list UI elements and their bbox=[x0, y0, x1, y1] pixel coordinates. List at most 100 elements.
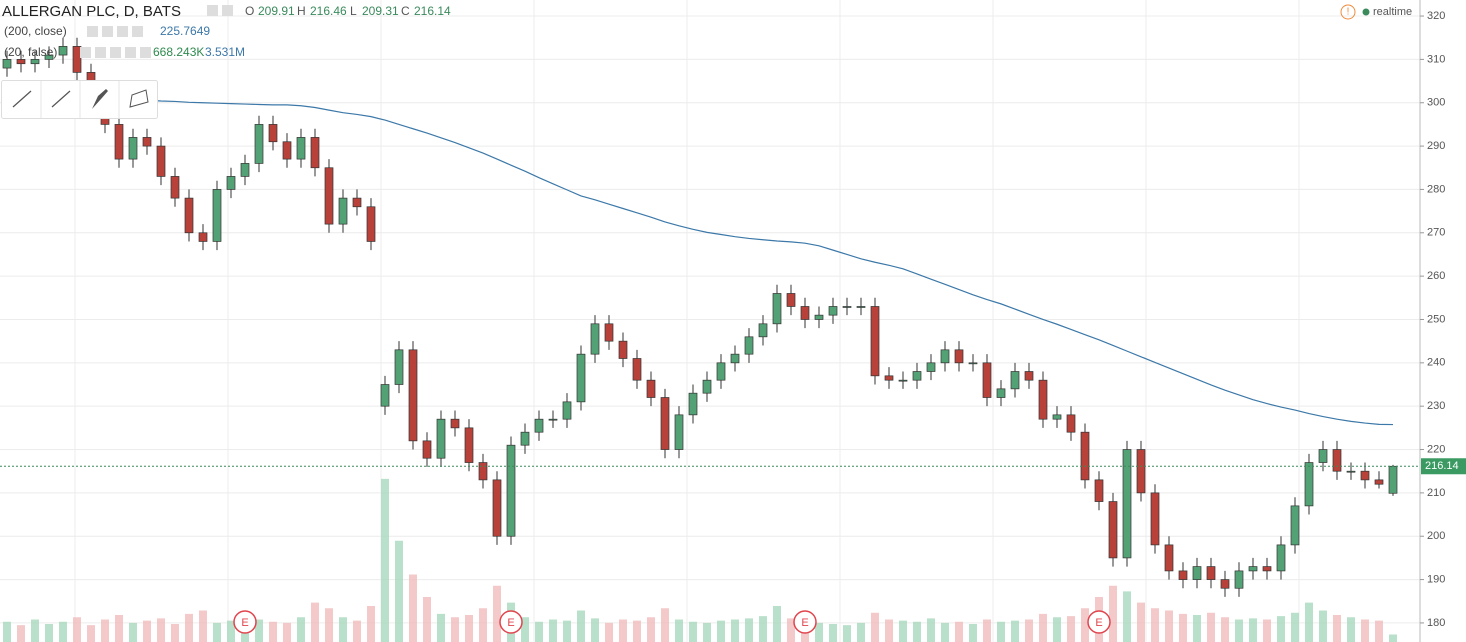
earnings-marker bbox=[1087, 610, 1111, 634]
volume-bar bbox=[199, 610, 207, 642]
icon[interactable] bbox=[222, 5, 233, 16]
price-axis: 180 190 200 210 220 230 240 250 260 270 280 290 300 3… bbox=[1420, 10, 1466, 629]
candle-body bbox=[492, 479, 502, 537]
volume-bar bbox=[185, 613, 193, 642]
icon[interactable] bbox=[80, 47, 91, 58]
volume-bar bbox=[871, 612, 879, 642]
candle-body bbox=[1234, 570, 1244, 589]
volume-bar bbox=[1235, 619, 1243, 642]
candle-body bbox=[324, 167, 334, 225]
candle-body bbox=[1360, 470, 1370, 481]
ray-tool[interactable] bbox=[51, 90, 71, 108]
volume-bar bbox=[1039, 613, 1047, 642]
volume-bar bbox=[1137, 602, 1145, 642]
y-tick-label: 200 bbox=[1427, 530, 1445, 542]
candle-body bbox=[128, 137, 138, 160]
candle-body bbox=[380, 384, 390, 407]
shape-tool[interactable] bbox=[129, 89, 149, 108]
volume-ma-value: 3.531M bbox=[205, 45, 245, 59]
volume-bar bbox=[255, 619, 263, 642]
candle-body bbox=[436, 418, 446, 459]
candle-body bbox=[114, 124, 124, 160]
candle-body bbox=[310, 137, 320, 169]
grid bbox=[0, 0, 1420, 642]
ohlc-value: 216.46 bbox=[310, 4, 347, 18]
volume-bar bbox=[3, 621, 11, 642]
y-tick-label: 300 bbox=[1427, 97, 1445, 109]
candle-body bbox=[1388, 465, 1398, 494]
icon[interactable] bbox=[140, 47, 151, 58]
icon[interactable] bbox=[132, 26, 143, 37]
candle-body bbox=[590, 323, 600, 355]
volume-bar bbox=[73, 617, 81, 642]
volume-bar bbox=[409, 574, 417, 642]
volume-bar bbox=[899, 620, 907, 642]
realtime-label: realtime bbox=[1373, 6, 1412, 18]
candle-body bbox=[394, 349, 404, 385]
candle-body bbox=[1276, 544, 1286, 572]
candle-body bbox=[450, 418, 460, 429]
ohlc-letter: C bbox=[401, 4, 410, 18]
candle-body bbox=[520, 431, 530, 446]
candle-body bbox=[366, 206, 376, 242]
candle-body bbox=[240, 163, 250, 177]
volume-bar bbox=[661, 608, 669, 642]
earnings-label: E bbox=[801, 617, 808, 629]
volume-bar bbox=[101, 619, 109, 642]
ma-label: (200, close) bbox=[4, 24, 67, 38]
icon[interactable] bbox=[125, 47, 136, 58]
icon[interactable] bbox=[102, 26, 113, 37]
y-tick-label: 250 bbox=[1427, 313, 1445, 325]
candle-body bbox=[1332, 449, 1342, 472]
volume-bar bbox=[381, 478, 389, 642]
y-tick-label: 180 bbox=[1427, 617, 1445, 629]
trend-line-tool[interactable] bbox=[12, 90, 32, 108]
candle-body bbox=[44, 54, 54, 60]
candle-body bbox=[968, 362, 978, 365]
volume-bar bbox=[1347, 617, 1355, 642]
candle-body bbox=[576, 353, 586, 403]
candle-body bbox=[758, 323, 768, 338]
candle-body bbox=[1178, 570, 1188, 580]
candle-body bbox=[996, 388, 1006, 398]
y-tick-label: 290 bbox=[1427, 140, 1445, 152]
volume-bar bbox=[1067, 616, 1075, 642]
candle-body bbox=[170, 176, 180, 199]
candle-body bbox=[800, 306, 810, 320]
candle-body bbox=[1136, 449, 1146, 494]
volume-bar bbox=[311, 602, 319, 642]
candle-body bbox=[618, 340, 628, 359]
volume-bar bbox=[927, 618, 935, 642]
icon[interactable] bbox=[117, 26, 128, 37]
icon[interactable] bbox=[110, 47, 121, 58]
candle-body bbox=[786, 293, 796, 307]
volume-bar bbox=[1291, 612, 1299, 642]
volume-bar bbox=[969, 624, 977, 642]
warning-icon[interactable] bbox=[1340, 4, 1356, 20]
volume-bar bbox=[325, 608, 333, 642]
earnings-marker bbox=[233, 610, 257, 634]
icon[interactable] bbox=[87, 26, 98, 37]
icon[interactable] bbox=[95, 47, 106, 58]
candle-body bbox=[254, 124, 264, 164]
volume-bar bbox=[31, 619, 39, 642]
candle-body bbox=[1164, 544, 1174, 572]
candle-body bbox=[478, 462, 488, 481]
volume-bar bbox=[955, 621, 963, 642]
y-tick-label: 260 bbox=[1427, 270, 1445, 282]
candle-body bbox=[1206, 566, 1216, 580]
earnings-label: E bbox=[507, 617, 514, 629]
volume-bar bbox=[717, 620, 725, 642]
candle-body bbox=[72, 46, 82, 73]
ohlc-value: 209.91 bbox=[258, 4, 295, 18]
volume-bar bbox=[1221, 617, 1229, 642]
candle-body bbox=[226, 176, 236, 190]
icon[interactable] bbox=[207, 5, 218, 16]
candle-body bbox=[422, 440, 432, 459]
candle-body bbox=[856, 306, 866, 308]
candle-body bbox=[1080, 431, 1090, 481]
candle-body bbox=[884, 375, 894, 381]
brush-tool[interactable] bbox=[92, 89, 108, 109]
y-tick-label: 280 bbox=[1427, 183, 1445, 195]
